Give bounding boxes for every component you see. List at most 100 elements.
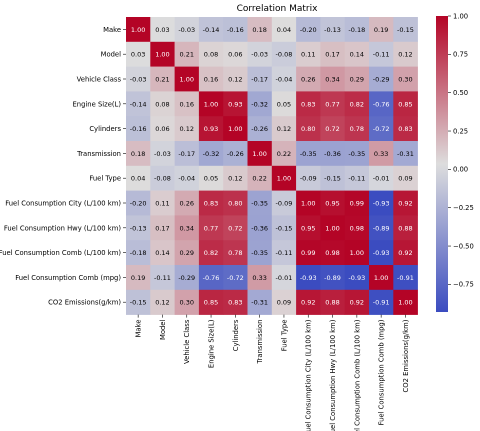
y-tick-label: Cylinders — [89, 125, 121, 133]
heatmap-cell — [271, 240, 297, 266]
cell-value-label: -0.93 — [300, 274, 317, 282]
heatmap-cell — [126, 66, 151, 92]
heatmap-cell — [344, 141, 370, 167]
colorbar-tick-label: −0.25 — [453, 204, 474, 212]
cell-value-label: -0.15 — [130, 299, 147, 307]
heatmap-cell — [393, 289, 418, 315]
colorbar-tick-label: 0.50 — [453, 89, 468, 97]
cell-value-label: 0.18 — [252, 26, 266, 34]
cell-value-label: 0.26 — [301, 76, 315, 84]
cell-value-label: 1.00 — [131, 26, 145, 34]
cell-value-label: -0.13 — [324, 26, 341, 34]
cell-value-label: 0.09 — [398, 175, 412, 183]
cell-value-label: 0.99 — [301, 249, 315, 257]
cell-value-label: -0.11 — [348, 175, 365, 183]
cell-value-label: -0.93 — [348, 274, 365, 282]
heatmap-cell — [174, 215, 200, 241]
cell-value-label: 0.26 — [180, 200, 194, 208]
heatmap-cell — [320, 165, 345, 191]
heatmap-cell — [247, 116, 273, 142]
cell-value-label: 0.09 — [277, 299, 291, 307]
cell-value-label: -0.93 — [373, 200, 390, 208]
heatmap-cell — [198, 240, 224, 266]
heatmap-cell — [174, 165, 200, 191]
heatmap-cell — [344, 190, 370, 216]
cell-value-label: 1.00 — [180, 76, 194, 84]
heatmap-cell — [150, 141, 175, 167]
heatmap-cell — [369, 41, 394, 67]
cell-value-label: 0.77 — [325, 100, 339, 108]
cell-value-label: 0.33 — [374, 150, 388, 158]
cell-value-label: -0.13 — [130, 224, 147, 232]
cell-value-label: 0.82 — [350, 100, 364, 108]
heatmap-cell — [247, 289, 273, 315]
colorbar-tick-label: 0.75 — [453, 51, 468, 59]
heatmap-cell — [198, 165, 224, 191]
y-tick-label: Vehicle Class — [77, 76, 122, 84]
heatmap-cell — [126, 116, 151, 142]
y-tick-label: Model — [101, 51, 122, 59]
heatmap-cell — [393, 240, 418, 266]
y-tick-label: CO2 Emissions(g/km) — [48, 299, 121, 307]
heatmap-cell — [150, 17, 175, 43]
cell-value-label: 0.22 — [277, 150, 291, 158]
heatmap-cell — [126, 240, 151, 266]
heatmap-cell — [344, 240, 370, 266]
cell-value-label: -0.09 — [276, 200, 293, 208]
heatmap-cell — [369, 17, 394, 43]
heatmap-cell — [393, 41, 418, 67]
cell-value-label: -0.76 — [373, 100, 390, 108]
heatmap-cell — [320, 215, 345, 241]
cell-value-label: -0.18 — [130, 249, 147, 257]
cell-value-label: 0.12 — [228, 175, 242, 183]
heatmap-cell — [344, 116, 370, 142]
x-tick-label: Fuel Consumption Hwy (L/100 km) — [329, 319, 337, 431]
heatmap-cell — [126, 165, 151, 191]
heatmap-cell — [320, 116, 345, 142]
heatmap-cell — [126, 289, 151, 315]
heatmap-cell — [150, 41, 175, 67]
x-tick-label: CO2 Emissions(g/km) — [402, 319, 410, 392]
cell-value-label: 0.17 — [325, 51, 339, 59]
cell-value-label: 0.18 — [131, 150, 145, 158]
cell-value-label: -0.76 — [203, 274, 220, 282]
heatmap-cell — [174, 265, 200, 291]
heatmap-cell — [320, 66, 345, 92]
cell-value-label: -0.91 — [373, 299, 390, 307]
cell-value-label: 0.16 — [180, 100, 194, 108]
cell-value-label: -0.15 — [276, 224, 293, 232]
cell-value-label: 0.04 — [277, 26, 291, 34]
heatmap-cells — [126, 17, 418, 315]
cell-value-label: -0.01 — [276, 274, 293, 282]
heatmap-cell — [344, 66, 370, 92]
heatmap-cell — [198, 41, 224, 67]
heatmap-cell — [247, 165, 273, 191]
heatmap-cell — [393, 91, 418, 117]
cell-value-label: 0.98 — [350, 224, 364, 232]
heatmap-cell — [126, 91, 151, 117]
heatmap-cell — [344, 265, 370, 291]
heatmap-cell — [150, 66, 175, 92]
cell-value-label: -0.14 — [130, 100, 147, 108]
cell-value-label: -0.17 — [251, 76, 268, 84]
colorbar-tick-label: 0.00 — [453, 166, 468, 174]
cell-value-label: 0.80 — [228, 200, 242, 208]
cell-value-label: -0.89 — [373, 224, 390, 232]
heatmap-cell — [271, 91, 297, 117]
cell-value-label: -0.35 — [251, 249, 268, 257]
heatmap-cell — [126, 265, 151, 291]
heatmap-cell — [296, 141, 321, 167]
y-tick-label: Fuel Consumption City (L/100 km) — [5, 200, 121, 208]
heatmap-cell — [198, 17, 224, 43]
cell-value-label: 0.11 — [301, 51, 315, 59]
heatmap-cell — [247, 17, 273, 43]
cell-value-label: 0.06 — [155, 125, 169, 133]
cell-value-label: -0.89 — [324, 274, 341, 282]
heatmap-cell — [150, 91, 175, 117]
heatmap-cell — [150, 215, 175, 241]
heatmap-cell — [320, 265, 345, 291]
heatmap-cell — [247, 215, 273, 241]
heatmap-cell — [198, 116, 224, 142]
heatmap-cell — [296, 41, 321, 67]
cell-value-label: 0.19 — [131, 274, 145, 282]
